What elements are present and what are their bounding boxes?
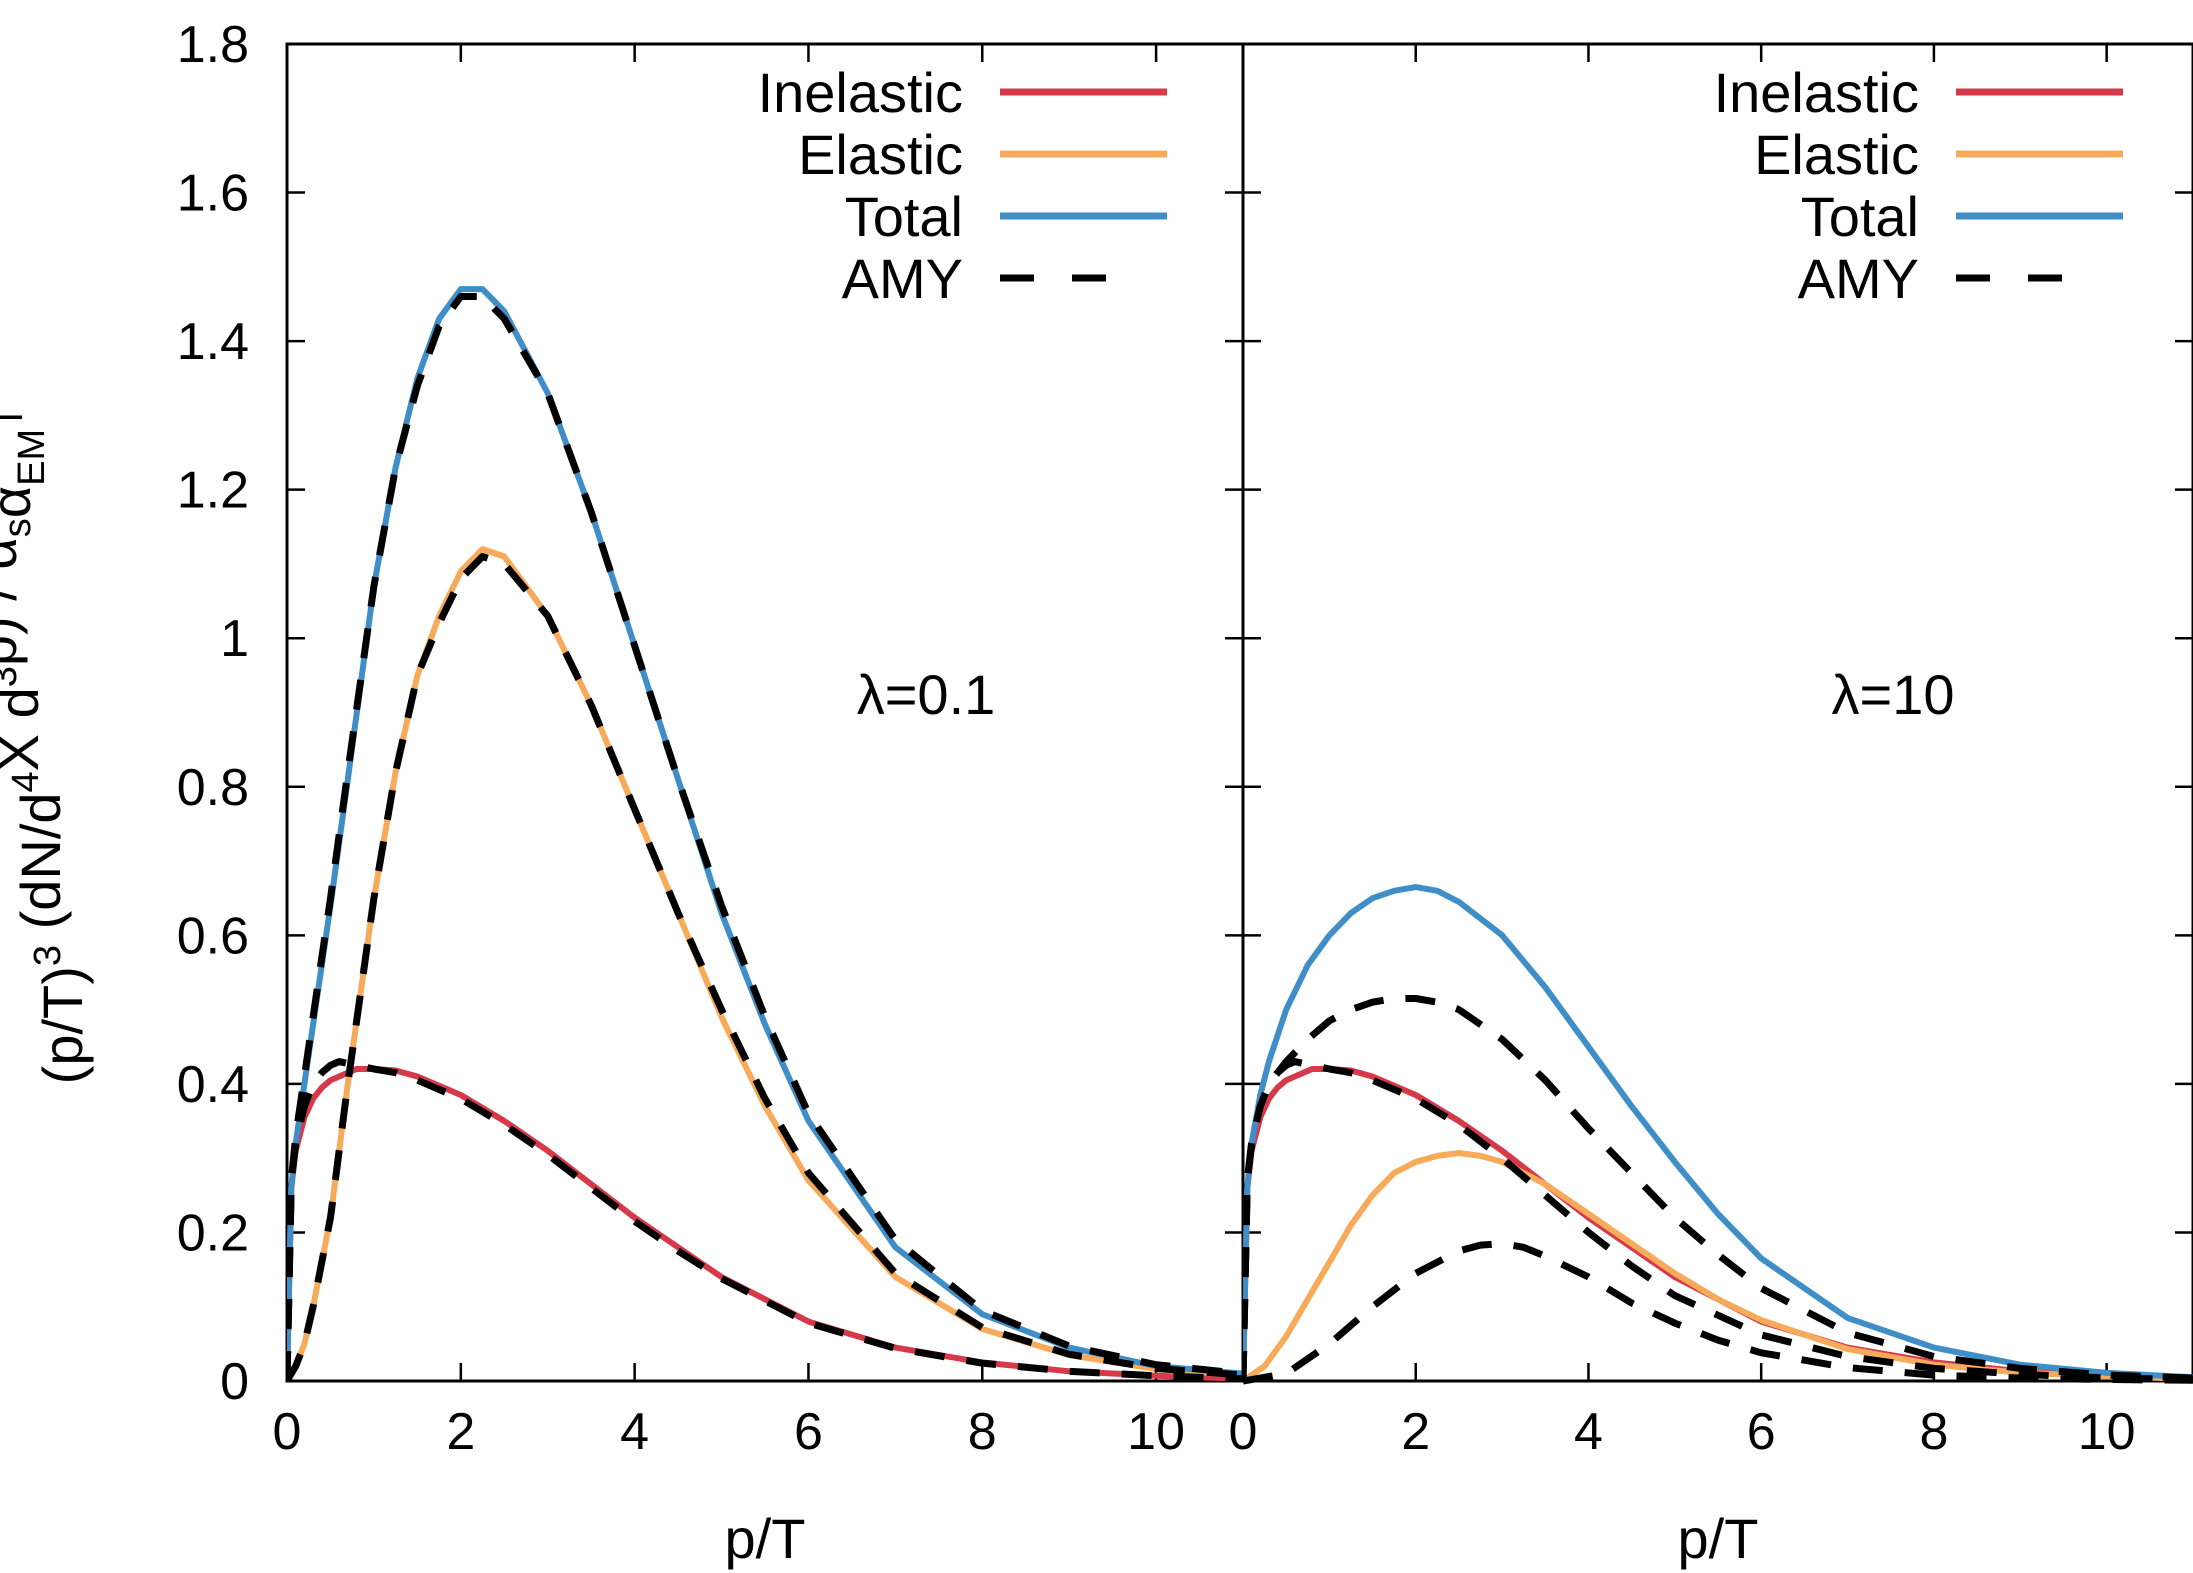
- x-tick-label: 0: [1229, 1403, 1258, 1461]
- y-tick-label: 0: [220, 1353, 249, 1411]
- y-tick-label: 0.8: [177, 759, 249, 817]
- y-tick-label: 1: [220, 610, 249, 668]
- x-tick-label: 0: [273, 1403, 302, 1461]
- y-tick-label: 0.2: [177, 1204, 249, 1262]
- y-axis-label-part: T: [0, 406, 31, 429]
- series-line-amy-component: [287, 553, 1243, 1383]
- y-axis-label-part: 3: [0, 666, 25, 687]
- legend-label-amy: AMY: [842, 247, 963, 310]
- y-tick-label: 1.2: [177, 462, 249, 520]
- y-axis-label-part: α: [0, 486, 42, 518]
- legend-label-amy: AMY: [1798, 247, 1919, 310]
- x-tick-label: 6: [1747, 1403, 1776, 1461]
- y-tick-label: 0.6: [177, 907, 249, 965]
- legend-label-total: Total: [1801, 185, 1919, 248]
- x-tick-label: 4: [1574, 1403, 1603, 1461]
- lambda-annotation: λ=0.1: [857, 663, 996, 726]
- legend-label-inelastic: Inelastic: [1714, 61, 1919, 124]
- plot-frame: [1241, 42, 2193, 1383]
- y-axis-label: (p/T)3 (dN/d4X d3p) / αsαEMT: [0, 406, 94, 1085]
- y-axis-label-part: (p/T): [31, 966, 94, 1084]
- series-line-total: [1243, 884, 2193, 1382]
- series-line-elastic: [1243, 1150, 2193, 1384]
- legend-label-inelastic: Inelastic: [758, 61, 963, 124]
- y-axis-label-part: (dN/d: [9, 792, 72, 945]
- plot-frame: [285, 42, 1245, 1383]
- series-line-elastic: [287, 546, 1243, 1383]
- y-axis-label-part: EM: [11, 429, 53, 486]
- y-tick-label: 1.6: [177, 165, 249, 223]
- y-axis-label-part: 4: [5, 771, 47, 792]
- y-axis-label-part: 3: [27, 945, 69, 966]
- series-line-amy-component: [1243, 995, 2193, 1382]
- x-tick-label: 10: [1127, 1403, 1185, 1461]
- series-line-amy: [1243, 1058, 2193, 1383]
- y-tick-label: 1.4: [177, 313, 249, 371]
- y-axis-label-part: s: [0, 518, 39, 537]
- x-tick-label: 8: [968, 1403, 997, 1461]
- y-axis-label-part: X d: [0, 687, 50, 771]
- series-line-amy-component: [287, 293, 1243, 1382]
- left-panel: 0 0.2 0.4 0.6 0.8 1 1.2 1.4 1.6 1.8 0 2 4 6 8 10 p/T λ=0.…: [177, 16, 1245, 1570]
- y-axis-label-part: p) / α: [0, 537, 28, 666]
- x-tick-label: 2: [446, 1403, 475, 1461]
- series-line-total: [287, 286, 1243, 1382]
- x-tick-label: 8: [1919, 1403, 1948, 1461]
- y-tick-label: 1.8: [177, 16, 249, 74]
- legend-label-elastic: Elastic: [798, 123, 963, 186]
- x-axis-label: p/T: [1678, 1507, 1759, 1570]
- y-tick-label: 0.4: [177, 1056, 249, 1114]
- x-tick-label: 6: [794, 1403, 823, 1461]
- series-line-inelastic: [287, 1066, 1243, 1382]
- x-tick-label: 4: [620, 1403, 649, 1461]
- legend-label-elastic: Elastic: [1754, 123, 1919, 186]
- legend-label-total: Total: [845, 185, 963, 248]
- x-tick-label: 10: [2078, 1403, 2136, 1461]
- x-axis-label: p/T: [725, 1507, 806, 1570]
- lambda-annotation: λ=10: [1832, 663, 1955, 726]
- series-line-amy-component: [1243, 1240, 2193, 1385]
- x-tick-label: 2: [1401, 1403, 1430, 1461]
- series-line-inelastic: [1243, 1066, 2193, 1382]
